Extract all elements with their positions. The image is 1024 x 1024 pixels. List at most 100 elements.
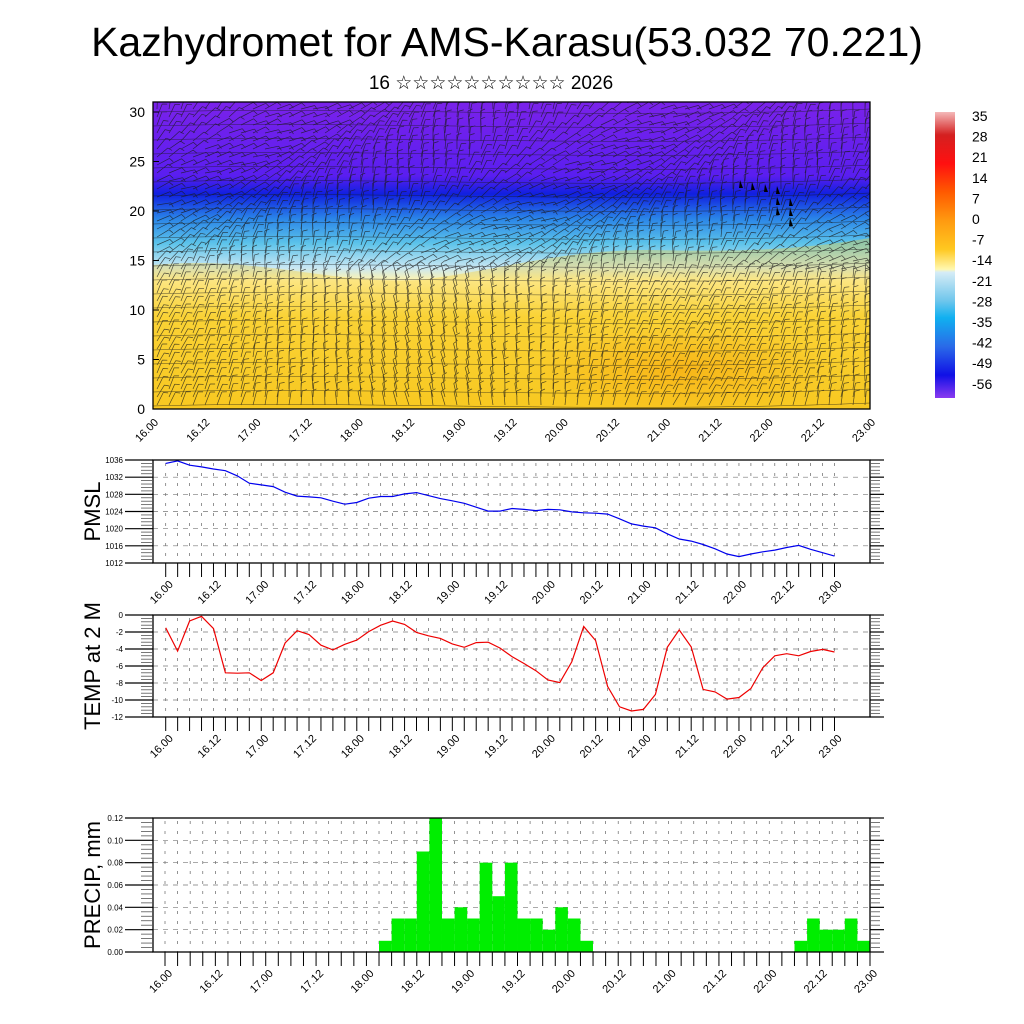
colorbar-label: -56 [972,376,992,392]
x-tick-label: 17.00 [248,968,276,996]
x-tick-label: 19.00 [440,417,468,445]
colorbar-label: 7 [972,190,980,206]
streamline [153,136,870,142]
streamline [153,332,870,338]
x-tick-label: 20.12 [600,968,628,996]
x-tick-label: 20.12 [578,579,606,607]
streamline [153,360,870,366]
y-tick-label: -4 [116,645,124,654]
x-tick-label: 23.00 [850,417,878,445]
streamline [153,248,870,254]
streamline [153,206,870,212]
colorbar-label: 0 [972,211,980,227]
colorbar-label: -7 [972,232,985,248]
y-tick-label: 0.06 [107,881,123,890]
wind-flag [776,197,780,205]
precip-panel: 0.00 0.02 0.04 0.06 0.08 0.10 0.12 16.00 16.12 17… [80,814,884,996]
x-tick-label: 21.12 [701,968,729,996]
x-tick-label: 19.00 [434,733,462,761]
pmsl-panel: 1012 1016 1020 1024 1028 1032 1036 16.00 16.12 17… [80,456,884,607]
x-tick-label: 19.00 [434,579,462,607]
precip-bar [416,851,430,952]
precip-bar [832,929,845,952]
x-tick-label: 18.00 [339,579,367,607]
colorbar-label: 35 [972,108,988,124]
y-tick-label: 10 [129,302,145,318]
x-tick-label: 19.12 [492,417,520,445]
y-tick-label: 1028 [105,490,123,499]
y-tick-label: -10 [111,696,123,705]
x-tick-label: 20.12 [594,417,622,445]
y-tick-label: 30 [129,104,145,120]
streamline [153,122,870,128]
streamline [153,276,870,282]
y-tick-label: 5 [137,352,145,368]
precip-bar [467,918,480,952]
x-tick-label: 22.00 [721,733,749,761]
x-tick-label: 21.00 [651,968,679,996]
wind-flag [789,218,793,226]
x-tick-label: 16.12 [184,417,212,445]
wind-flag [776,186,780,194]
streamline [153,192,870,198]
precip-bar [567,918,581,952]
warm-core [530,325,830,409]
streamline [153,150,870,156]
cross-section-panel: 0 5 10 15 20 25 30 16.00 16.12 17.00 17.12 18.00 18… [129,101,878,445]
precip-bar [794,940,808,952]
colorbar-label: -42 [972,335,992,351]
wind-flag [789,208,793,216]
precip-bar [857,940,870,952]
x-tick-label: 17.00 [243,579,271,607]
streamline [153,374,870,380]
x-tick-label: 21.12 [673,579,701,607]
colorbar-label: -35 [972,314,992,330]
wind-flag [739,180,743,188]
wind-barb-set [156,102,870,406]
x-tick-label: 22.12 [769,579,797,607]
colorbar-label: 28 [972,129,988,145]
x-tick-label: 22.00 [721,579,749,607]
x-tick-label: 20.00 [530,579,558,607]
x-tick-label: 21.00 [626,733,654,761]
colorbar-label: -49 [972,355,992,371]
streamline [153,290,870,296]
y-tick-label: 25 [129,154,145,170]
main-plot-frame [152,101,871,410]
wind-flag [789,198,793,206]
x-tick-label: 18.12 [389,417,417,445]
x-tick-label: 17.12 [287,417,315,445]
colorbar-label: -14 [972,252,992,268]
y-tick-label: -8 [116,679,124,688]
main-x-axis: 16.00 16.12 17.00 17.12 18.00 18.12 19.00 19.12… [133,417,878,445]
temp-axis-label: TEMP at 2 M [80,602,105,730]
pmsl-line [165,460,835,558]
x-tick-label: 21.12 [697,417,725,445]
streamline [153,346,870,352]
cold-front-contour [153,238,870,409]
y-tick-label: 0.12 [107,814,123,823]
streamline [153,388,870,394]
wind-barbs [153,102,870,408]
precip-bar [379,940,392,952]
temp-frame [152,614,871,718]
x-tick-label: 22.00 [748,417,776,445]
x-tick-label: 17.00 [243,733,271,761]
streamline [153,318,870,324]
precip-bar [580,940,593,952]
x-tick-label: 22.12 [802,968,830,996]
x-tick-label: 18.12 [387,733,415,761]
temp-panel: -12 -10 -8 -6 -4 -2 0 16.00 16.12 17.00 17.12 18.00… [80,602,884,761]
x-tick-label: 19.00 [449,968,477,996]
x-tick-label: 16.00 [148,733,176,761]
streamline [153,262,870,268]
precip-bar [404,918,417,952]
colorbar-labels: 35 28 21 14 7 0 -7 -14 -21 -28 -35 -42 -49 -56 [972,108,992,392]
pmsl-frame [152,459,871,564]
streamline [153,178,870,184]
x-tick-label: 19.12 [500,968,528,996]
colorbar: 35 28 21 14 7 0 -7 -14 -21 -28 -35 -42 -49 -56 [935,108,992,398]
x-tick-label: 17.12 [291,579,319,607]
streamline [153,164,870,170]
x-tick-label: 18.00 [339,733,367,761]
